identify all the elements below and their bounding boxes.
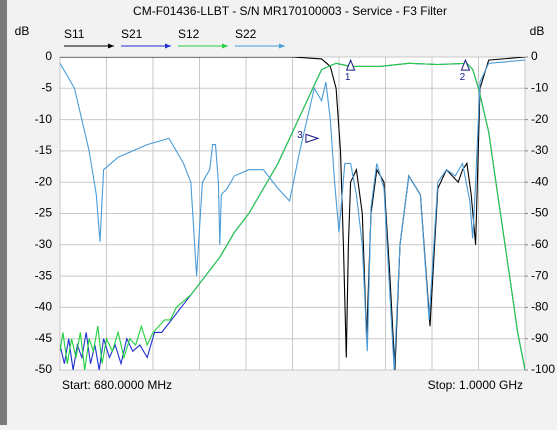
legend-arrow-head (108, 43, 114, 49)
y-axis-label: dB (15, 24, 30, 38)
legend-label: S11 (64, 27, 85, 41)
y2-tick-label: -30 (531, 143, 549, 157)
trace (60, 62, 525, 370)
y-tick-label: -15 (35, 143, 53, 157)
legend-arrow-head (279, 43, 285, 49)
y2-tick-label: -90 (531, 331, 549, 345)
legend-label: S12 (178, 27, 200, 41)
y-tick-label: -30 (35, 237, 53, 251)
legend-arrow-head (222, 43, 228, 49)
y2-tick-label: -80 (531, 300, 549, 314)
marker (345, 58, 356, 71)
y-tick-label: -45 (35, 331, 53, 345)
y-tick-label: -50 (35, 362, 53, 376)
stop-label: Stop: 1.0000 GHz (428, 378, 523, 392)
start-label: Start: 680.0000 MHz (62, 378, 172, 392)
marker (460, 58, 471, 71)
y2-tick-label: -50 (531, 206, 549, 220)
y-tick-label: -20 (35, 174, 53, 188)
y2-tick-label: -100 (531, 362, 555, 376)
y-tick-label: -40 (35, 300, 53, 314)
marker (305, 133, 320, 144)
y-tick-label: -5 (41, 80, 52, 94)
y-tick-label: -35 (35, 268, 53, 282)
chart-title: CM-F01436-LLBT - S/N MR170100003 - Servi… (133, 4, 447, 18)
marker-label: 1 (345, 72, 351, 83)
y-tick-label: 0 (45, 49, 52, 63)
y-tick-label: -10 (35, 112, 53, 126)
y2-tick-label: -60 (531, 237, 549, 251)
trace (60, 59, 525, 370)
marker-label: 2 (460, 72, 466, 83)
y2-tick-label: -70 (531, 268, 549, 282)
legend-arrow-head (165, 43, 171, 49)
y2-tick-label: -20 (531, 112, 549, 126)
legend-label: S21 (121, 27, 143, 41)
y2-axis-label: dB (530, 24, 545, 38)
y-tick-label: -25 (35, 206, 53, 220)
y2-tick-label: 0 (531, 49, 538, 63)
legend-label: S22 (235, 27, 257, 41)
trace (60, 57, 525, 370)
side-strip (0, 0, 7, 425)
marker-label: 3 (297, 130, 303, 141)
y2-tick-label: -40 (531, 174, 549, 188)
y2-tick-label: -10 (531, 80, 549, 94)
